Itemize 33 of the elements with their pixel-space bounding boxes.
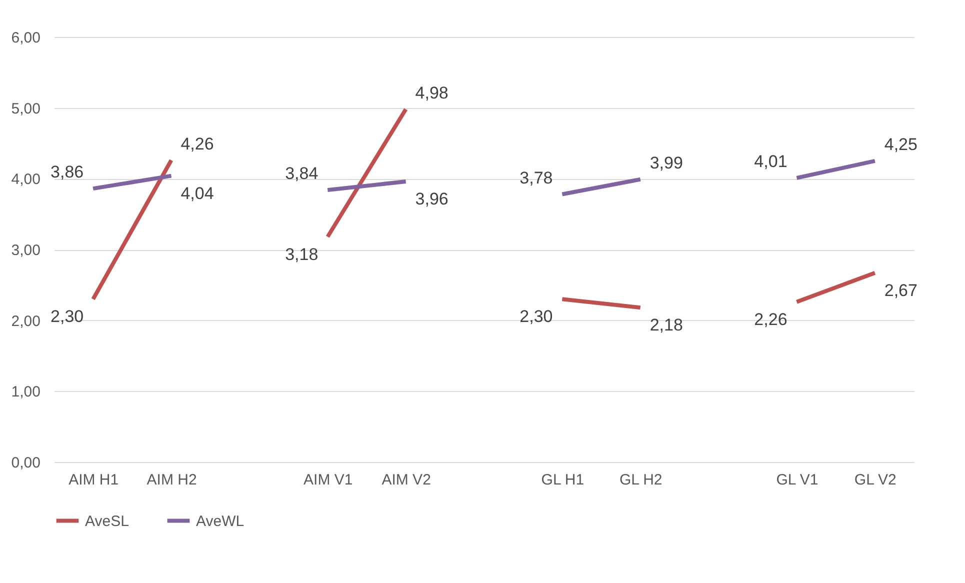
x-tick-label: GL V1 bbox=[776, 472, 818, 488]
x-tick-label: AIM V2 bbox=[382, 472, 431, 488]
data-label: 4,01 bbox=[754, 152, 788, 171]
y-tick-label: 5,00 bbox=[11, 100, 40, 118]
y-tick-label: 1,00 bbox=[11, 384, 40, 401]
data-label: 3,18 bbox=[285, 244, 318, 264]
data-label: 3,78 bbox=[520, 168, 553, 188]
data-label: 4,98 bbox=[415, 83, 448, 102]
x-tick-label: GL H1 bbox=[541, 472, 584, 488]
legend-label: AveSL bbox=[85, 512, 129, 530]
data-label: 3,86 bbox=[50, 162, 84, 182]
data-label: 3,96 bbox=[415, 190, 448, 208]
y-tick-label: 6,00 bbox=[11, 30, 40, 46]
data-label: 3,99 bbox=[650, 153, 683, 172]
data-label: 3,84 bbox=[285, 164, 318, 183]
data-label: 2,30 bbox=[50, 307, 84, 326]
data-label: 2,67 bbox=[884, 280, 918, 300]
x-tick-label: GL H2 bbox=[619, 472, 662, 488]
data-label: 2,26 bbox=[754, 310, 788, 329]
x-tick-label: AIM H1 bbox=[68, 472, 119, 488]
data-label: 2,30 bbox=[520, 307, 553, 326]
y-tick-label: 2,00 bbox=[11, 312, 40, 330]
x-tick-label: AIM H2 bbox=[146, 472, 197, 488]
legend-label: AveWL bbox=[196, 512, 244, 530]
x-tick-label: AIM V1 bbox=[304, 472, 353, 488]
data-label: 2,18 bbox=[650, 316, 683, 335]
data-label: 4,25 bbox=[884, 134, 918, 154]
data-label: 4,04 bbox=[180, 184, 214, 203]
x-tick-label: GL V2 bbox=[854, 472, 896, 488]
y-tick-label: 3,00 bbox=[11, 242, 40, 259]
y-tick-label: 0,00 bbox=[11, 454, 40, 472]
y-tick-label: 4,00 bbox=[11, 171, 40, 188]
data-label: 4,26 bbox=[180, 134, 214, 154]
